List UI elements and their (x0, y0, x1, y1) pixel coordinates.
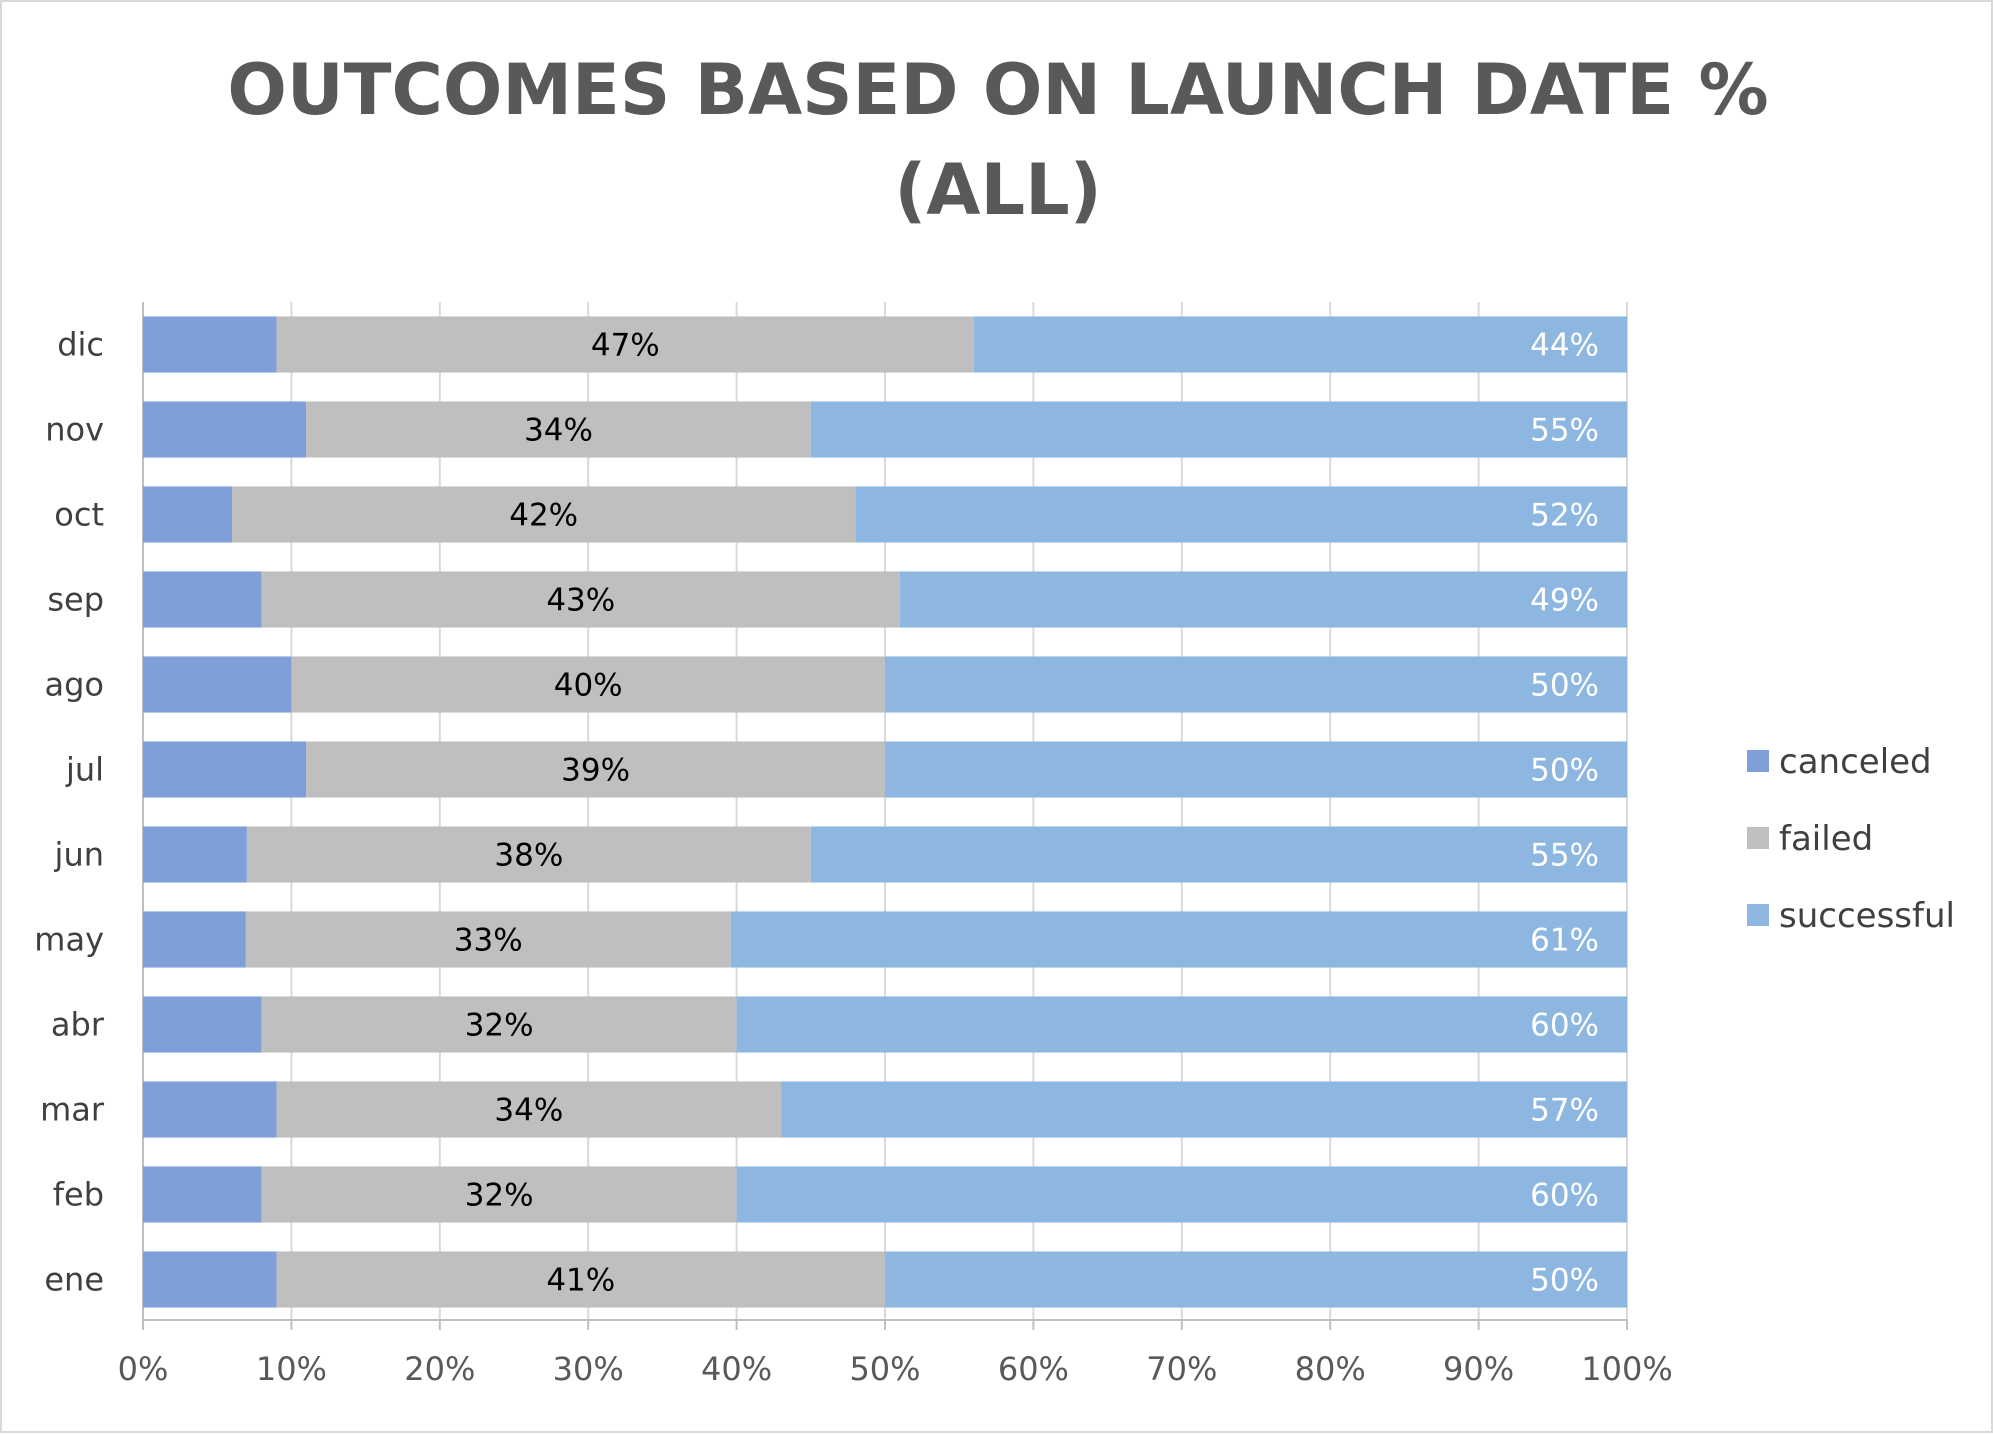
data-label-failed: 47% (591, 328, 660, 364)
tick-label: 100% (1581, 1350, 1672, 1388)
category-label: jun (54, 836, 104, 874)
data-labels: 47% 44% 34% 55% 42% 52% 43% 49% 40% 50% 39% 50% 38% 5… (454, 328, 1599, 1299)
category-label: nov (45, 411, 104, 449)
category-label: ene (44, 1261, 104, 1299)
tick-label: 0% (118, 1350, 169, 1388)
bar-canceled (143, 401, 307, 458)
data-label-failed: 42% (509, 498, 578, 534)
bar-failed (306, 401, 811, 458)
tick-label: 90% (1443, 1350, 1514, 1388)
legend-swatch-canceled (1747, 750, 1769, 772)
category-label: ago (45, 666, 105, 704)
category-axis: dic nov oct sep ago jul jun may abr mar feb ene (34, 326, 105, 1299)
value-axis: 0% 10% 20% 30% 40% 50% 60% 70% 80% 90% 100% (118, 1350, 1673, 1388)
bar-canceled (143, 656, 292, 713)
chart-title-line2: (ALL) (894, 149, 1101, 231)
bar-successful (781, 1081, 1627, 1138)
legend-label-failed: failed (1779, 819, 1873, 859)
bar-canceled (143, 826, 247, 883)
bar-canceled (143, 1251, 277, 1308)
legend: canceled failed successful (1747, 742, 1955, 936)
bar-failed (245, 911, 731, 968)
bar-canceled (143, 1166, 262, 1223)
bar-canceled (143, 571, 262, 628)
data-label-failed: 39% (561, 753, 630, 789)
category-label: mar (40, 1091, 105, 1129)
data-label-successful: 61% (1530, 923, 1599, 959)
bar-failed (291, 656, 885, 713)
bar-successful (730, 911, 1627, 968)
tick-label: 20% (404, 1350, 475, 1388)
legend-swatch-successful (1747, 904, 1769, 926)
data-label-successful: 50% (1530, 668, 1599, 704)
category-label: feb (53, 1176, 104, 1214)
bar-failed (276, 316, 975, 373)
bar-successful (736, 996, 1627, 1053)
data-label-failed: 41% (546, 1263, 615, 1299)
bar-successful (810, 401, 1627, 458)
plot-area (143, 316, 1627, 1308)
data-label-successful: 50% (1530, 753, 1599, 789)
category-label: dic (57, 326, 104, 364)
category-label: jul (65, 751, 104, 789)
tick-label: 30% (553, 1350, 624, 1388)
data-label-successful: 44% (1530, 328, 1599, 364)
bar-successful (974, 316, 1627, 373)
bar-canceled (143, 741, 307, 798)
legend-label-canceled: canceled (1779, 742, 1932, 782)
bar-failed (276, 1081, 782, 1138)
tick-label: 10% (256, 1350, 327, 1388)
category-label: oct (54, 496, 104, 534)
tick-label: 70% (1146, 1350, 1217, 1388)
bar-failed (261, 996, 737, 1053)
bar-failed (261, 1166, 737, 1223)
bar-failed (246, 826, 811, 883)
bar-successful (899, 571, 1627, 628)
data-label-successful: 60% (1530, 1178, 1599, 1214)
bar-successful (736, 1166, 1627, 1223)
bar-canceled (143, 316, 277, 373)
data-label-successful: 57% (1530, 1093, 1599, 1129)
bar-failed (306, 741, 885, 798)
bar-successful (885, 656, 1627, 713)
data-label-successful: 50% (1530, 1263, 1599, 1299)
tick-label: 80% (1295, 1350, 1366, 1388)
chart-title-line1: OUTCOMES BASED ON LAUNCH DATE % (227, 49, 1768, 131)
tick-label: 40% (701, 1350, 772, 1388)
bar-successful (855, 486, 1627, 543)
data-label-failed: 32% (465, 1008, 534, 1044)
legend-label-successful: successful (1779, 896, 1955, 936)
bar-failed (232, 486, 856, 543)
data-label-successful: 52% (1530, 498, 1599, 534)
bar-canceled (143, 996, 262, 1053)
category-label: abr (51, 1006, 105, 1044)
data-label-failed: 34% (524, 413, 593, 449)
category-label: sep (47, 581, 104, 619)
tick-label: 60% (998, 1350, 1069, 1388)
data-label-successful: 49% (1530, 583, 1599, 619)
bar-canceled (143, 911, 246, 968)
bar-successful (885, 741, 1627, 798)
data-label-successful: 55% (1530, 413, 1599, 449)
bar-canceled (143, 486, 233, 543)
category-label: may (34, 921, 104, 959)
data-label-successful: 60% (1530, 1008, 1599, 1044)
data-label-successful: 55% (1530, 838, 1599, 874)
legend-swatch-failed (1747, 827, 1769, 849)
tick-label: 50% (849, 1350, 920, 1388)
gridlines (142, 302, 1628, 1330)
data-label-failed: 33% (454, 923, 523, 959)
bar-canceled (143, 1081, 277, 1138)
data-label-failed: 38% (494, 838, 563, 874)
data-label-failed: 32% (465, 1178, 534, 1214)
bar-failed (261, 571, 900, 628)
data-label-failed: 34% (494, 1093, 563, 1129)
bar-successful (885, 1251, 1627, 1308)
bar-successful (810, 826, 1627, 883)
data-label-failed: 43% (546, 583, 615, 619)
data-label-failed: 40% (554, 668, 623, 704)
bar-failed (276, 1251, 885, 1308)
